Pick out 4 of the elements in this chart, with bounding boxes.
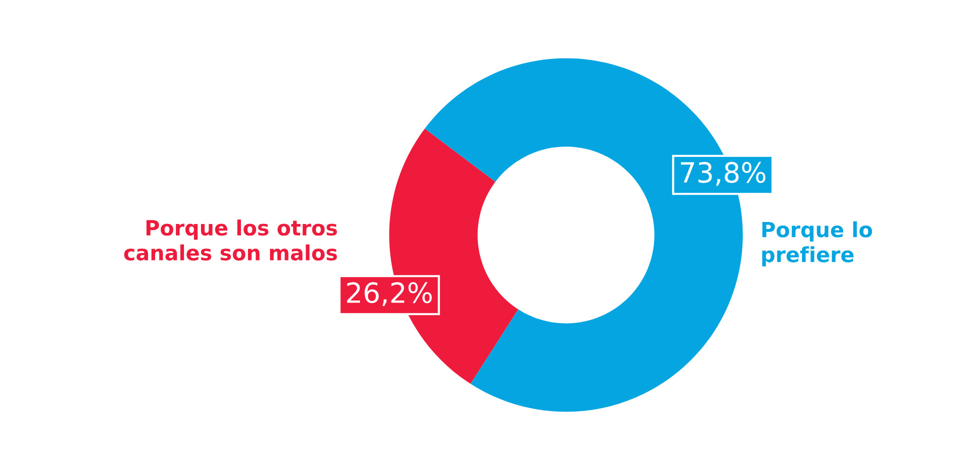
slice-label: Porque lo prefiere <box>762 221 872 266</box>
data-label: 73,8% <box>680 162 766 186</box>
slice-label: Porque los otros canales son malos <box>124 220 337 261</box>
data-label: 26,2% <box>347 282 432 306</box>
